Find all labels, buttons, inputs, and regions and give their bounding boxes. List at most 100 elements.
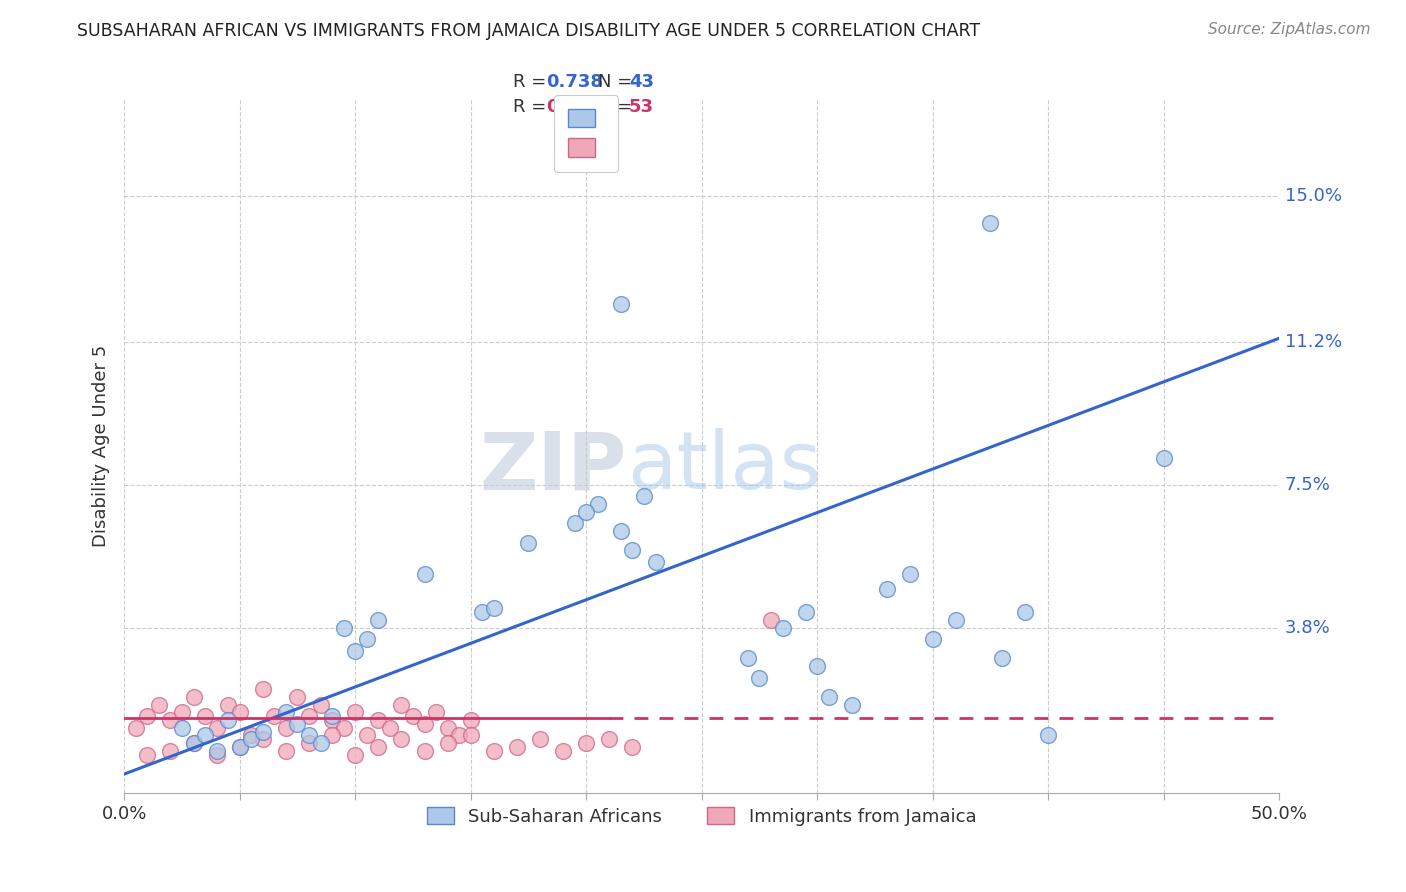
Point — [321, 729, 343, 743]
Point — [287, 717, 309, 731]
Point — [921, 632, 943, 646]
Point — [553, 744, 575, 758]
Point — [817, 690, 839, 704]
Point — [806, 659, 828, 673]
Point — [205, 721, 228, 735]
Text: Source: ZipAtlas.com: Source: ZipAtlas.com — [1208, 22, 1371, 37]
Point — [321, 713, 343, 727]
Point — [309, 698, 332, 712]
Point — [598, 732, 620, 747]
Point — [194, 709, 217, 723]
Point — [794, 605, 817, 619]
Point — [183, 736, 205, 750]
Point — [564, 516, 586, 531]
Point — [356, 632, 378, 646]
Point — [228, 740, 250, 755]
Point — [378, 721, 401, 735]
Point — [170, 721, 193, 735]
Point — [332, 620, 354, 634]
Point — [274, 744, 297, 758]
Point — [737, 651, 759, 665]
Point — [449, 729, 471, 743]
Point — [274, 721, 297, 735]
Point — [252, 682, 274, 697]
Point — [252, 724, 274, 739]
Point — [1038, 729, 1060, 743]
Point — [575, 736, 598, 750]
Text: atlas: atlas — [627, 428, 821, 506]
Point — [332, 721, 354, 735]
Point — [471, 605, 494, 619]
Point — [413, 566, 436, 581]
Point — [148, 698, 170, 712]
Point — [621, 543, 644, 558]
Point — [170, 706, 193, 720]
Point — [1153, 450, 1175, 465]
Point — [183, 690, 205, 704]
Text: N =: N = — [598, 73, 633, 91]
Point — [159, 713, 181, 727]
Point — [159, 744, 181, 758]
Point — [621, 740, 644, 755]
Point — [898, 566, 921, 581]
Point — [240, 732, 263, 747]
Point — [205, 744, 228, 758]
Point — [217, 698, 239, 712]
Point — [506, 740, 529, 755]
Point — [575, 505, 598, 519]
Point — [136, 709, 159, 723]
Point — [228, 740, 250, 755]
Point — [367, 740, 389, 755]
Point — [344, 643, 367, 657]
Point — [991, 651, 1014, 665]
Text: 53: 53 — [628, 98, 654, 117]
Point — [979, 216, 1001, 230]
Point — [759, 613, 782, 627]
Point — [460, 713, 482, 727]
Text: 0.738: 0.738 — [546, 73, 603, 91]
Point — [298, 736, 321, 750]
Point — [425, 706, 447, 720]
Point — [610, 296, 633, 310]
Text: 11.2%: 11.2% — [1285, 333, 1343, 351]
Point — [391, 732, 413, 747]
Point — [298, 709, 321, 723]
Point — [633, 489, 655, 503]
Point — [274, 706, 297, 720]
Point — [772, 620, 794, 634]
Point — [876, 582, 898, 596]
Point — [517, 535, 540, 549]
Point — [460, 729, 482, 743]
Text: SUBSAHARAN AFRICAN VS IMMIGRANTS FROM JAMAICA DISABILITY AGE UNDER 5 CORRELATION: SUBSAHARAN AFRICAN VS IMMIGRANTS FROM JA… — [77, 22, 980, 40]
Point — [344, 747, 367, 762]
Point — [356, 729, 378, 743]
Point — [748, 671, 770, 685]
Text: 43: 43 — [628, 73, 654, 91]
Point — [413, 717, 436, 731]
Point — [287, 690, 309, 704]
Point — [298, 729, 321, 743]
Point — [482, 601, 505, 615]
Text: 3.8%: 3.8% — [1285, 618, 1330, 637]
Text: 0.002: 0.002 — [546, 98, 603, 117]
Point — [228, 706, 250, 720]
Point — [205, 747, 228, 762]
Text: R =: R = — [513, 98, 547, 117]
Point — [240, 729, 263, 743]
Text: 7.5%: 7.5% — [1285, 475, 1331, 494]
Point — [125, 721, 148, 735]
Point — [644, 555, 666, 569]
Point — [321, 709, 343, 723]
Point — [945, 613, 967, 627]
Legend: Sub-Saharan Africans, Immigrants from Jamaica: Sub-Saharan Africans, Immigrants from Ja… — [419, 800, 984, 833]
Point — [194, 729, 217, 743]
Point — [413, 744, 436, 758]
Point — [252, 732, 274, 747]
Point — [309, 736, 332, 750]
Text: R =: R = — [513, 73, 547, 91]
Point — [482, 744, 505, 758]
Point — [841, 698, 863, 712]
Point — [610, 524, 633, 538]
Point — [529, 732, 551, 747]
Point — [436, 721, 458, 735]
